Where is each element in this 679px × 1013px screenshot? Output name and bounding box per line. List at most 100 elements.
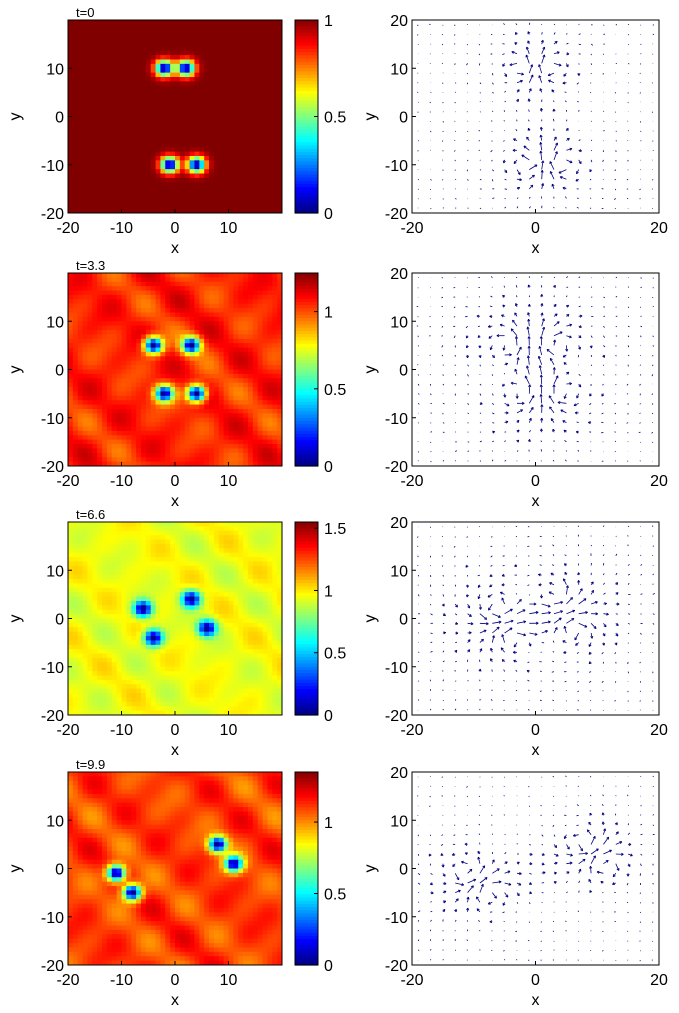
heatmap-cell	[267, 299, 273, 305]
heatmap-cell	[140, 90, 147, 96]
heatmap-cell	[121, 24, 127, 30]
heatmap-cell	[97, 369, 103, 375]
current-arrow	[578, 23, 580, 26]
heatmap-cell	[204, 413, 210, 419]
heatmap-cell	[243, 195, 249, 201]
heatmap-cell	[170, 129, 176, 135]
heatmap-cell	[131, 395, 137, 401]
heatmap-cell	[77, 387, 84, 393]
arrow-head	[527, 303, 530, 307]
heatmap-cell	[77, 33, 84, 39]
heatmap-cell	[257, 28, 264, 34]
heatmap-cell	[175, 395, 181, 401]
arrow-head	[570, 160, 573, 163]
heatmap-cell	[106, 347, 113, 353]
heatmap-cell	[262, 439, 269, 445]
heatmap-cell	[189, 365, 196, 371]
heatmap-cell	[136, 413, 142, 419]
heatmap-cell	[68, 125, 74, 131]
heatmap-cell	[267, 435, 273, 441]
heatmap-cell	[243, 286, 249, 292]
colorbar-swatch	[295, 273, 318, 277]
heatmap-cell	[213, 448, 220, 454]
heatmap-cell	[136, 387, 142, 393]
colorbar-swatch	[295, 446, 318, 451]
heatmap-cell	[140, 457, 147, 463]
heatmap-cell	[102, 382, 108, 388]
colorbar-swatch	[295, 366, 318, 371]
current-arrow	[442, 140, 444, 142]
heatmap-cell	[257, 308, 264, 314]
heatmap-cell	[87, 24, 93, 30]
heatmap-cell	[184, 191, 191, 197]
heatmap-cell	[252, 413, 259, 419]
heatmap-cell	[140, 186, 147, 192]
heatmap-cell	[165, 457, 171, 463]
heatmap-cell	[175, 347, 181, 353]
heatmap-cell	[145, 452, 152, 458]
heatmap-cell	[218, 338, 225, 344]
heatmap-cell	[170, 452, 176, 458]
arrow-head	[539, 126, 542, 130]
heatmap-cell	[223, 177, 230, 183]
arrow-head	[528, 417, 532, 421]
heatmap-cell	[257, 134, 264, 140]
arrow-head	[521, 72, 524, 75]
heatmap-cell	[160, 169, 166, 175]
heatmap-cell	[126, 50, 132, 56]
heatmap-cell	[228, 422, 234, 428]
heatmap-cell	[228, 391, 234, 397]
heatmap-cell	[92, 37, 98, 43]
current-arrow	[558, 169, 567, 174]
heatmap-cell	[116, 347, 123, 353]
heatmap-cell	[218, 164, 225, 170]
heatmap-cell	[277, 134, 282, 140]
heatmap-cell	[189, 373, 196, 379]
heatmap-cell	[116, 37, 123, 43]
heatmap-cell	[136, 373, 142, 379]
colorbar-tick-label: 1	[324, 305, 333, 322]
heatmap-cell	[87, 430, 93, 436]
arrow-head	[553, 136, 557, 139]
heatmap-cell	[111, 444, 118, 450]
current-arrow	[516, 80, 523, 84]
heatmap-cell	[228, 373, 234, 379]
heatmap-cell	[160, 351, 166, 357]
heatmap-cell	[136, 37, 142, 43]
heatmap-cell	[150, 191, 157, 197]
heatmap-cell	[82, 182, 89, 188]
heatmap-cell	[243, 273, 249, 278]
heatmap-cell	[257, 404, 264, 410]
heatmap-cell	[175, 325, 181, 331]
heatmap-cell	[97, 308, 103, 314]
heatmap-cell	[262, 391, 269, 397]
heatmap-cell	[223, 294, 230, 300]
x-tick-label: 0	[171, 473, 180, 490]
heatmap-cell	[277, 417, 282, 423]
heatmap-cell	[145, 308, 152, 314]
heatmap-cell	[209, 408, 215, 414]
heatmap-cell	[175, 273, 181, 278]
heatmap-cell	[102, 404, 108, 410]
heatmap-cell	[277, 33, 282, 39]
heatmap-cell	[213, 186, 220, 192]
colorbar-swatch	[295, 129, 318, 134]
colorbar-swatch	[295, 52, 318, 56]
heatmap-cell	[136, 439, 142, 445]
heatmap-cell	[106, 208, 113, 213]
heatmap-cell	[209, 28, 215, 34]
heatmap-cell	[247, 330, 254, 336]
heatmap-cell	[170, 20, 176, 25]
heatmap-cell	[247, 37, 254, 43]
current-arrow	[467, 383, 469, 386]
y-axis-label: y	[7, 113, 24, 121]
heatmap-cell	[277, 373, 282, 379]
heatmap-cell	[131, 365, 137, 371]
current-arrow	[613, 198, 617, 200]
heatmap-cell	[97, 134, 103, 140]
current-arrow	[590, 149, 593, 152]
heatmap-cell	[238, 138, 244, 144]
heatmap-cell	[247, 208, 254, 213]
heatmap-cell	[102, 24, 108, 30]
heatmap-cell	[116, 351, 123, 357]
